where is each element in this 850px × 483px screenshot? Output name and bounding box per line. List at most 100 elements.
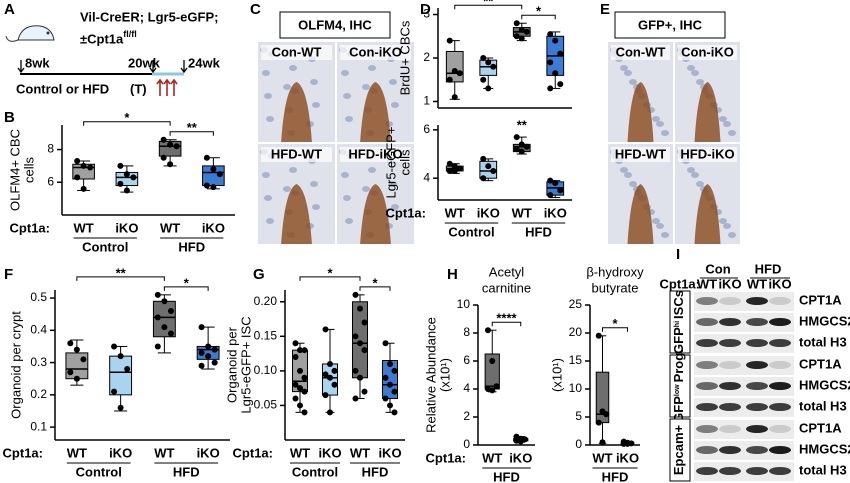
blot-band — [769, 403, 791, 411]
mouse-tail — [5, 35, 19, 42]
ihc-nucleus — [341, 70, 349, 76]
data-point — [518, 141, 525, 148]
data-point — [297, 385, 303, 392]
sig-label: ** — [483, 0, 494, 9]
sig-label: * — [612, 316, 618, 331]
ihc-nucleus — [687, 65, 695, 71]
data-point — [357, 374, 363, 381]
blot-band — [719, 446, 741, 454]
mouse-icon — [17, 25, 55, 41]
data-point — [198, 349, 205, 356]
ihc-nucleus — [620, 167, 628, 173]
y-tick-label: 2 — [423, 50, 430, 64]
ihc-header: OLFM4, IHC — [298, 17, 372, 32]
data-point — [327, 409, 333, 416]
data-point — [352, 291, 359, 298]
blot-band — [769, 318, 791, 326]
sig-label: * — [372, 275, 378, 290]
ihc-stain — [360, 184, 391, 244]
x-tick-label: WT — [160, 220, 180, 235]
ihc-header-box — [279, 11, 391, 39]
ihc-nucleus — [691, 70, 699, 76]
ihc-nucleus — [656, 223, 664, 229]
data-point — [523, 28, 530, 35]
data-point — [322, 326, 329, 333]
sig-label: * — [124, 110, 130, 125]
section-label: GFPlow Prog. — [671, 349, 686, 423]
data-point — [211, 359, 218, 366]
data-point — [451, 94, 458, 101]
ihc-nucleus — [728, 232, 736, 238]
data-point — [73, 346, 80, 353]
y-axis-label: cells — [21, 157, 36, 184]
section-box — [669, 290, 691, 354]
lane-label: WT — [747, 276, 767, 291]
diet-label: Control or HFD — [16, 81, 109, 96]
blot-band — [719, 382, 741, 390]
data-point — [111, 388, 118, 395]
blot-band — [769, 425, 791, 433]
blot-group: Con — [705, 261, 730, 276]
data-point — [523, 143, 530, 150]
sig-label: ** — [517, 118, 528, 133]
data-point — [513, 134, 520, 141]
ihc-label: Con-iKO — [681, 44, 734, 59]
blot-strip — [694, 462, 794, 481]
data-point — [292, 354, 299, 361]
ihc-stain — [627, 82, 654, 142]
data-point — [73, 375, 80, 382]
data-point — [123, 187, 130, 194]
data-point — [382, 340, 389, 347]
box — [595, 371, 610, 424]
ihc-label-bg — [261, 147, 332, 162]
panel-letter: D — [420, 1, 431, 18]
blot-band — [746, 446, 768, 454]
data-point — [595, 332, 602, 339]
y-tick-label: 4 — [463, 381, 470, 395]
data-point — [547, 31, 554, 38]
ihc-nucleus — [262, 70, 270, 76]
data-point — [160, 154, 167, 161]
blot-band — [719, 467, 741, 475]
ihc-nucleus — [362, 186, 370, 192]
blot-band — [769, 297, 791, 305]
box — [352, 301, 368, 379]
ihc-nucleus — [389, 181, 397, 187]
group-label: Control — [448, 224, 494, 239]
data-point — [210, 184, 217, 191]
blot-band — [746, 382, 768, 390]
ihc-header: GFP+, IHC — [638, 17, 703, 32]
data-point — [205, 343, 212, 350]
data-point — [456, 70, 463, 77]
data-point — [489, 358, 496, 364]
ihc-nucleus — [283, 84, 291, 90]
blot-band — [769, 339, 791, 347]
blot-band — [719, 297, 741, 305]
x-tick-label: WT — [290, 445, 310, 460]
section-name: GFP — [671, 327, 686, 354]
lane-label: iKO — [768, 276, 791, 291]
section-label: Epcam+ — [671, 424, 686, 475]
ihc-nucleus — [719, 116, 727, 122]
y-tick-label: 1 — [423, 94, 430, 108]
blot-band — [696, 318, 718, 326]
ihc-label: HFD-WT — [271, 146, 322, 161]
ihc-nucleus — [629, 79, 637, 85]
data-point — [161, 298, 168, 305]
data-point — [203, 182, 210, 189]
y-tick-label: 0.05 — [254, 398, 278, 412]
data-point — [167, 330, 174, 337]
blot-band — [719, 318, 741, 326]
ihc-nucleus — [719, 218, 727, 224]
data-point — [167, 307, 174, 314]
ihc-label: Con-WT — [616, 44, 666, 59]
data-point — [74, 174, 81, 181]
data-point — [117, 180, 124, 187]
x-tick-label: WT — [482, 450, 502, 465]
blot-strip — [694, 313, 794, 332]
x-tick-label: iKO — [477, 205, 500, 220]
data-point — [552, 70, 559, 77]
row-label: CPT1A — [799, 356, 842, 371]
blot-strip — [694, 398, 794, 417]
